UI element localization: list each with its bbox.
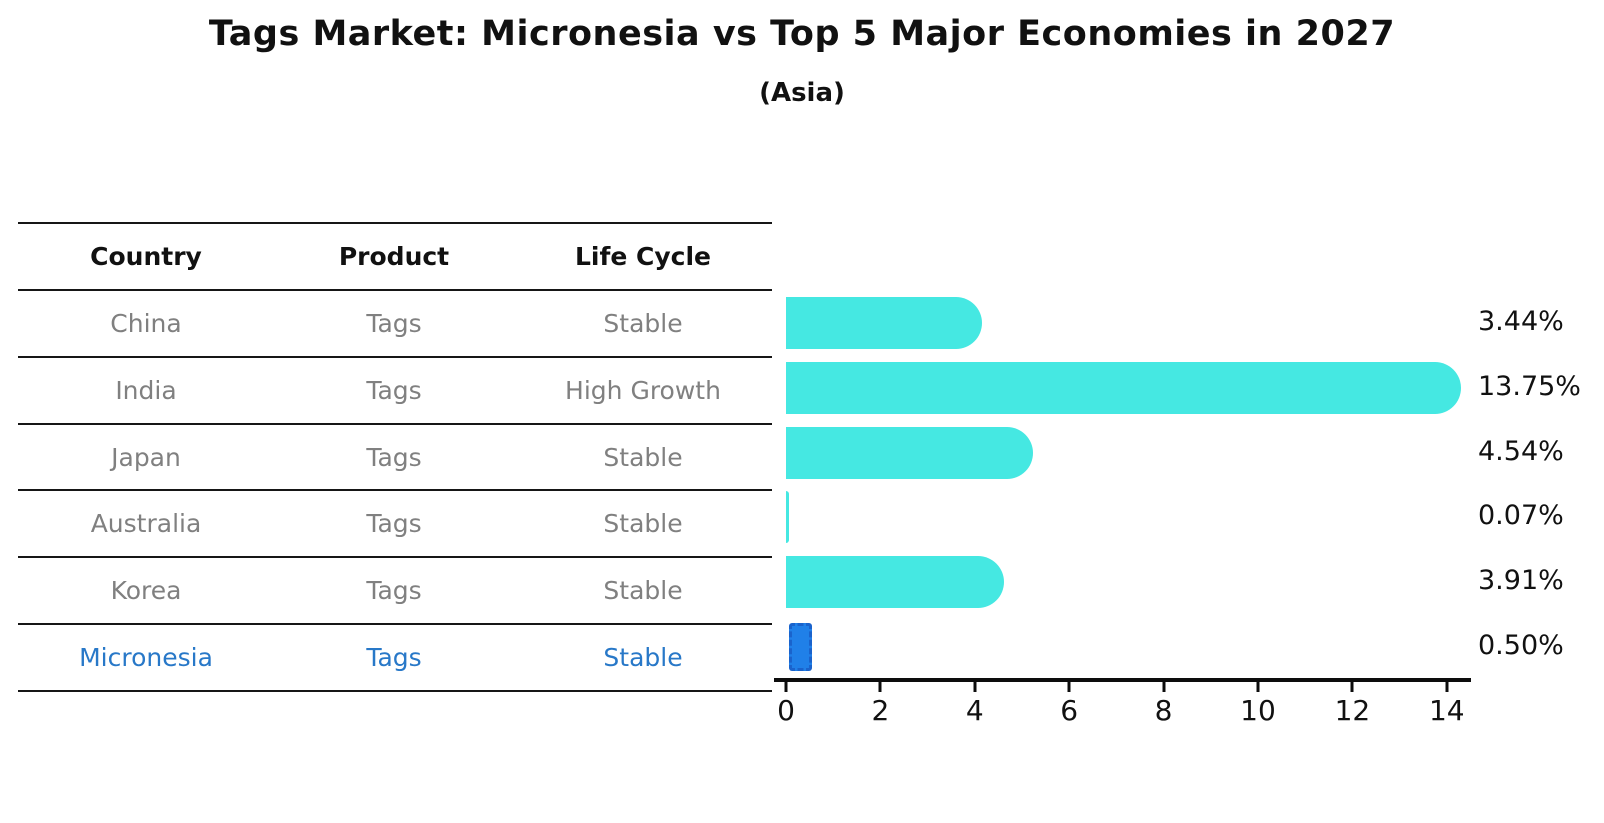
x-tick-mark (973, 681, 977, 692)
table-row: Korea Tags Stable (18, 558, 772, 626)
x-tick-label: 10 (1240, 694, 1276, 727)
table-row: Australia Tags Stable (18, 491, 772, 559)
bar-japan (786, 426, 1034, 479)
x-tick-label: 2 (871, 694, 890, 727)
table-row: India Tags High Growth (18, 358, 772, 425)
x-tick-label: 6 (1060, 694, 1079, 727)
x-tick-label: 8 (1154, 694, 1173, 727)
value-label-australia: 0.07% (1478, 500, 1564, 532)
table-header-row: Country Product Life Cycle (18, 224, 772, 291)
life-cycle-cell: Stable (603, 643, 683, 673)
life-cycle-cell: Stable (603, 509, 683, 539)
country-cell: Korea (110, 576, 182, 606)
x-tick-mark (878, 681, 882, 692)
col-header-life-cycle: Life Cycle (574, 241, 712, 271)
table-body: China Tags Stable India Tags High Growth Japan… (18, 291, 772, 693)
x-tick-label: 12 (1334, 694, 1371, 727)
value-label-micronesia: 0.50% (1478, 630, 1564, 661)
bar-highlight-micronesia (789, 623, 813, 671)
life-cycle-cell: Stable (603, 308, 683, 338)
product-cell: Tags (366, 509, 422, 539)
product-cell: Tags (366, 442, 422, 472)
x-tick-label: 0 (777, 694, 795, 727)
table-row: Japan Tags Stable (18, 425, 772, 492)
x-tick-mark (1067, 681, 1071, 692)
x-tick-mark (1162, 681, 1166, 692)
col-header-country: Country (90, 241, 202, 271)
product-cell: Tags (366, 576, 422, 606)
value-label-india: 13.75% (1478, 370, 1581, 402)
value-label-korea: 3.91% (1478, 565, 1564, 597)
product-cell: Tags (366, 308, 422, 338)
table-row: China Tags Stable (18, 291, 772, 358)
bar-australia (786, 491, 790, 544)
bar-korea (786, 556, 1004, 609)
product-cell: Tags (366, 643, 422, 673)
table-row: Micronesia Tags Stable (18, 625, 772, 693)
value-label-china: 3.44% (1478, 306, 1564, 337)
country-cell: Australia (90, 509, 202, 539)
country-cell: India (115, 375, 177, 405)
life-cycle-cell: Stable (603, 442, 683, 472)
country-table: Country Product Life Cycle China Tags Stab… (18, 222, 772, 693)
chart-subtitle: (Asia) (759, 78, 845, 108)
chart-title: Tags Market: Micronesia vs Top 5 Major E… (208, 14, 1396, 54)
bar-china (786, 297, 982, 349)
value-label-japan: 4.54% (1478, 435, 1564, 467)
col-header-product: Product (338, 241, 450, 271)
x-tick-mark (1350, 681, 1354, 692)
x-tick-mark (1445, 681, 1449, 692)
life-cycle-cell: High Growth (565, 375, 721, 405)
x-tick-mark (1256, 681, 1260, 692)
country-cell: China (110, 308, 182, 338)
x-tick-mark (784, 681, 788, 692)
bar-india (786, 361, 1462, 414)
life-cycle-cell: Stable (603, 576, 683, 606)
x-tick-label: 4 (965, 694, 984, 727)
product-cell: Tags (366, 375, 422, 405)
country-cell: Japan (111, 442, 181, 472)
country-cell: Micronesia (79, 643, 213, 673)
x-axis-line (774, 678, 1471, 682)
x-tick-label: 14 (1428, 694, 1465, 727)
